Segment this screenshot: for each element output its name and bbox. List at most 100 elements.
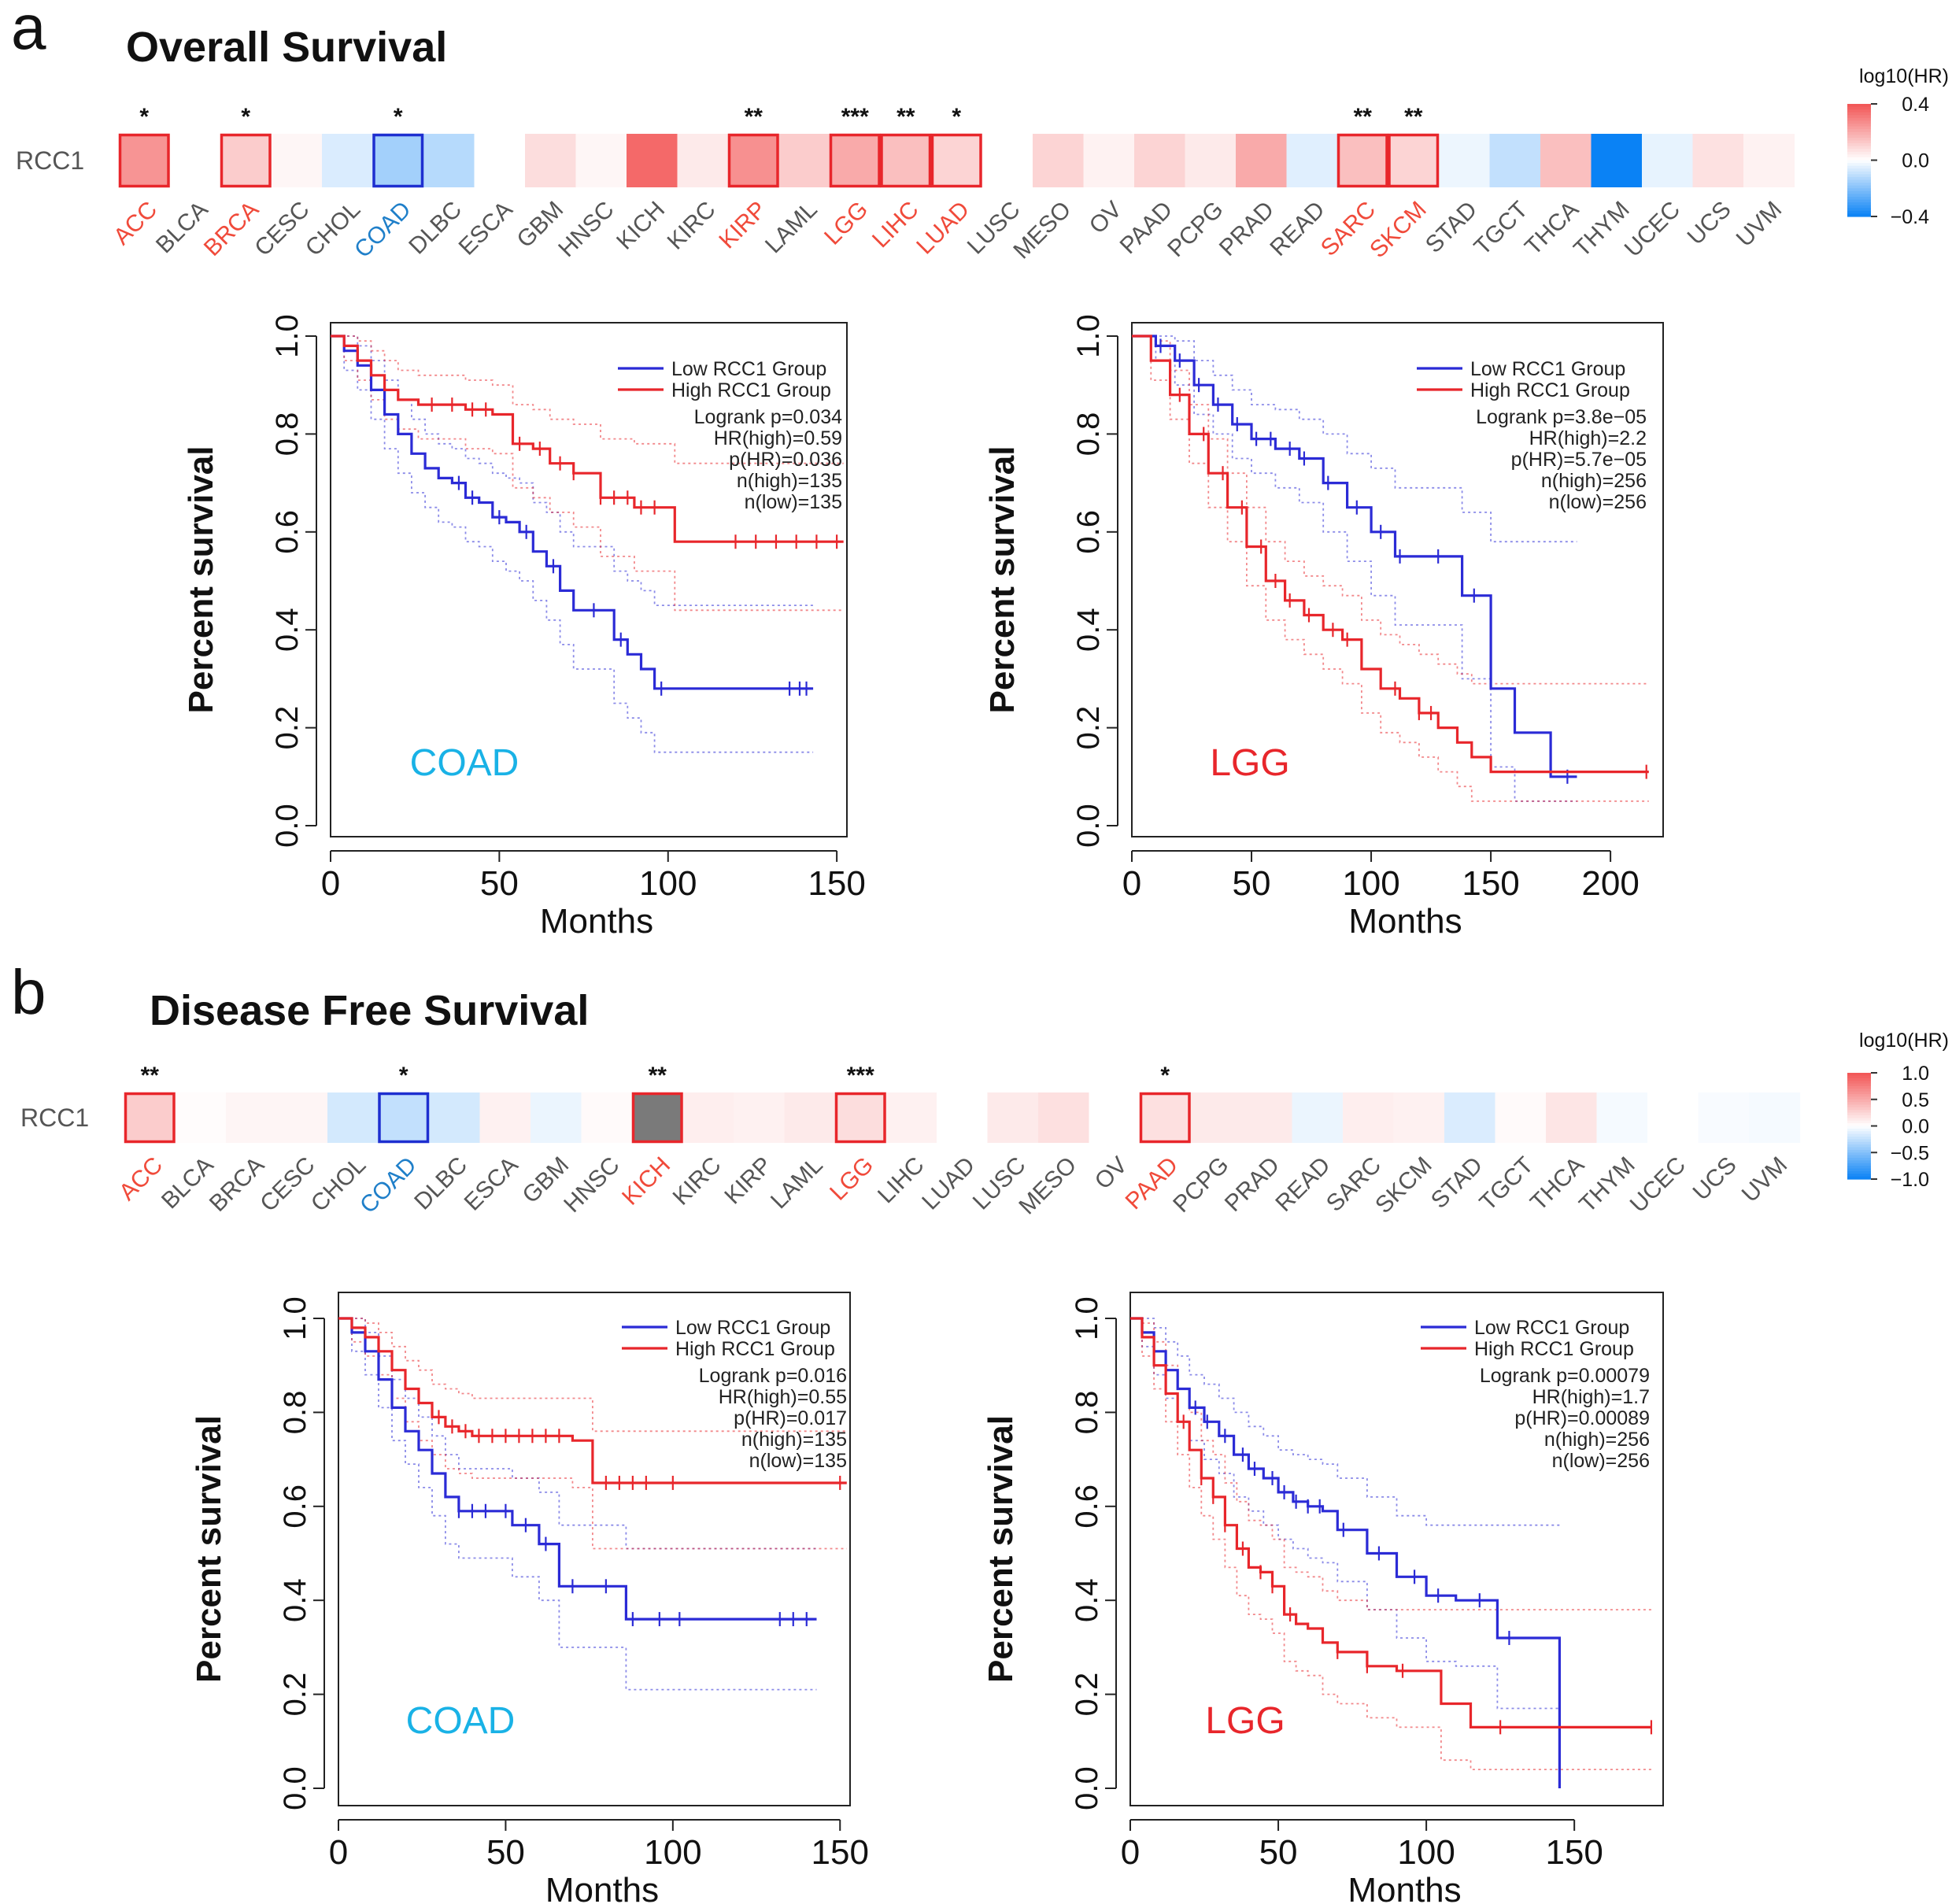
heatmap-cell-acc xyxy=(119,134,171,187)
km-y-tick-label: 0.4 xyxy=(278,1578,312,1622)
heatmap-label-ucs: UCS xyxy=(1688,1152,1742,1206)
heatmap-legend-swatch xyxy=(1847,1152,1871,1156)
heatmap-cell-skcm xyxy=(1388,134,1440,187)
heatmap-cell-ucs xyxy=(1692,134,1744,187)
km-y-tick-label: 0.2 xyxy=(1070,1673,1104,1717)
heatmap-cell-lgg xyxy=(830,134,882,187)
heatmap-label-kirc: KIRC xyxy=(668,1152,726,1211)
heatmap-label-pcpg: PCPG xyxy=(1163,197,1228,262)
heatmap-star-lgg: *** xyxy=(841,104,869,130)
heatmap-legend-swatch xyxy=(1847,202,1871,206)
km-x-axis-label: Months xyxy=(1348,1871,1461,1904)
km-x-tick-label: 100 xyxy=(1342,864,1399,903)
heatmap-star-coad: * xyxy=(399,1063,409,1089)
heatmap-legend-swatch xyxy=(1847,1144,1871,1148)
heatmap-legend-tick-label: −1.0 xyxy=(1891,1169,1929,1191)
km-x-tick-label: 200 xyxy=(1581,864,1639,903)
km-ci-lower-high xyxy=(1132,335,1649,802)
km-x-tick-label: 50 xyxy=(1259,1833,1298,1872)
heatmap-legend-swatch xyxy=(1847,1166,1871,1170)
heatmap-legend-swatch xyxy=(1847,208,1871,212)
km-legend-stat: HR(high)=0.55 xyxy=(719,1386,847,1408)
km-legend-low-label: Low RCC1 Group xyxy=(671,358,826,380)
km-y-tick-label: 1.0 xyxy=(1071,314,1106,358)
heatmap-legend-swatch xyxy=(1847,120,1871,124)
heatmap-label-thym: THYM xyxy=(1574,1152,1640,1218)
heatmap-cell-pcpg xyxy=(1185,134,1237,187)
heatmap-cell-ov xyxy=(1089,1092,1141,1143)
heatmap-label-dlbc: DLBC xyxy=(409,1152,472,1215)
heatmap-cell-lusc xyxy=(987,1092,1039,1143)
heatmap-legend-swatch xyxy=(1847,109,1871,113)
heatmap-label-stad: STAD xyxy=(1421,197,1482,258)
heatmap-label-lgg: LGG xyxy=(825,1152,878,1206)
km-ci-lower-low xyxy=(1130,1318,1560,1710)
heatmap-cell-lihc xyxy=(885,1092,937,1143)
km-legend-stat: Logrank p=3.8e−05 xyxy=(1476,406,1647,428)
heatmap-sig-box-kirp xyxy=(727,133,779,188)
heatmap-legend-swatch xyxy=(1847,1131,1871,1135)
km-x-tick-label: 0 xyxy=(321,864,340,903)
heatmap-legend-tick-label: −0.4 xyxy=(1891,206,1929,228)
km-legend-stat: n(low)=256 xyxy=(1549,491,1647,513)
heatmap-cell-read xyxy=(1286,134,1338,187)
km-x-tick-label: 0 xyxy=(1122,864,1141,903)
km-legend-stat: HR(high)=2.2 xyxy=(1529,427,1647,449)
heatmap-cell-stad xyxy=(1439,134,1491,187)
heatmap-star-sarc: ** xyxy=(1354,104,1373,130)
heatmap-legend-swatch xyxy=(1847,129,1871,133)
km-legend-stat: n(high)=256 xyxy=(1541,470,1647,492)
km-legend-stat: HR(high)=1.7 xyxy=(1532,1386,1650,1408)
heatmap-legend-swatch xyxy=(1847,135,1871,139)
heatmap-label-thca: THCA xyxy=(1525,1152,1589,1216)
km-plot-frame xyxy=(338,1292,851,1806)
heatmap-label-kirp: KIRP xyxy=(714,197,771,254)
heatmap-legend-tick-label: 0.5 xyxy=(1902,1089,1929,1111)
panel-title-disease-free-survival: Disease Free Survival xyxy=(150,987,589,1034)
heatmap-cell-ucec xyxy=(1642,134,1694,187)
km-legend-high-label: High RCC1 Group xyxy=(1474,1338,1634,1360)
heatmap-sig-box-coad xyxy=(378,1092,430,1144)
heatmap-legend-swatch xyxy=(1847,137,1871,142)
km-x-tick-label: 150 xyxy=(1462,864,1519,903)
heatmap-sig-box-lihc xyxy=(880,133,932,188)
heatmap-label-lgg: LGG xyxy=(819,197,873,250)
km-y-tick-label: 0.0 xyxy=(278,1766,312,1810)
heatmap-label-thca: THCA xyxy=(1520,197,1584,261)
heatmap-cell-cesc xyxy=(276,1092,328,1143)
km-x-tick-label: 100 xyxy=(1397,1833,1455,1872)
km-x-tick-label: 150 xyxy=(811,1833,869,1872)
heatmap-legend-swatch xyxy=(1847,213,1871,217)
heatmap-legend-title: log10(HR) xyxy=(1859,65,1949,87)
heatmap-label-uvm: UVM xyxy=(1737,1152,1792,1207)
heatmap-legend-swatch xyxy=(1847,176,1871,181)
heatmap-star-coad: * xyxy=(394,104,403,130)
km-curve-high xyxy=(1130,1317,1651,1728)
heatmap-star-lihc: ** xyxy=(897,104,915,130)
km-panel-label: LGG xyxy=(1205,1700,1285,1742)
heatmap-legend-swatch xyxy=(1847,1160,1871,1164)
km-y-tick-label: 0.8 xyxy=(270,412,305,457)
heatmap-cell-kirc xyxy=(677,134,729,187)
km-legend-stat: Logrank p=0.00079 xyxy=(1480,1365,1650,1387)
heatmap-legend-swatch xyxy=(1847,1137,1871,1140)
heatmap-cell-gbm xyxy=(525,134,577,187)
km-y-axis-label: Percent survival xyxy=(982,1415,1020,1683)
heatmap-sig-box-sarc xyxy=(1336,133,1388,188)
heatmap-cell-brca xyxy=(226,1092,278,1143)
heatmap-cell-paad xyxy=(1134,134,1186,187)
heatmap-cell-dlbc xyxy=(429,1092,481,1143)
km-panel-label: COAD xyxy=(410,742,519,784)
heatmap-sig-box-lgg xyxy=(834,1092,886,1144)
heatmap-cell-blca xyxy=(175,1092,227,1143)
heatmap-label-tgct: TGCT xyxy=(1470,197,1533,261)
heatmap-label-kich: KICH xyxy=(612,197,670,255)
heatmap-sig-box-lgg xyxy=(829,133,881,188)
heatmap-label-thym: THYM xyxy=(1569,197,1634,262)
heatmap-legend-swatch xyxy=(1847,140,1871,144)
heatmap-label-luad: LUAD xyxy=(917,1152,980,1215)
km-y-axis-label: Percent survival xyxy=(983,446,1022,714)
heatmap-legend-swatch xyxy=(1847,1168,1871,1172)
heatmap-legend-swatch xyxy=(1847,1110,1871,1114)
